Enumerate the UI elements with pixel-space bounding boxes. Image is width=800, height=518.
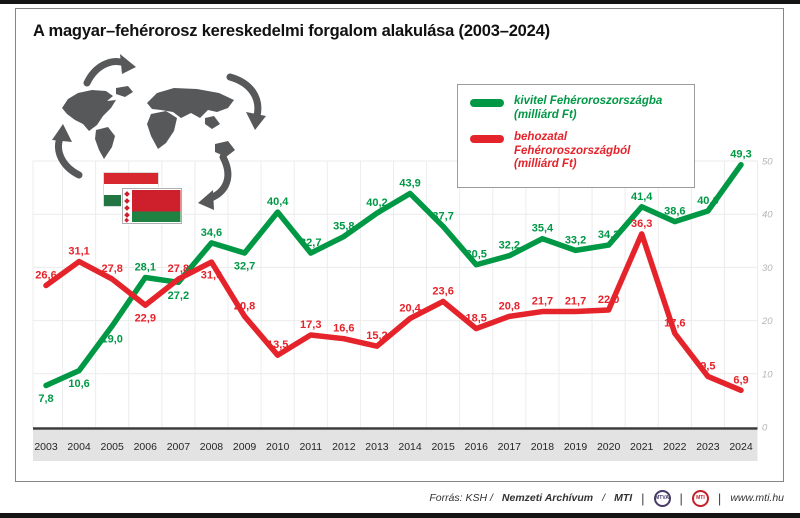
top-black-bar — [0, 0, 800, 4]
source-separator: / — [602, 492, 606, 504]
bottom-black-bar — [0, 513, 800, 518]
legend-item-import: behozatal Fehéroroszországból (milliárd … — [470, 131, 682, 172]
page-title: A magyar–fehérorosz kereskedelmi forgalo… — [33, 22, 550, 40]
website-url: www.mti.hu — [730, 492, 784, 504]
export-line-swatch — [470, 99, 504, 107]
legend-import-label: behozatal Fehéroroszországból — [514, 131, 631, 157]
chart-panel — [15, 8, 784, 482]
mti-logo: MTI — [691, 489, 709, 507]
legend-item-export: kivitel Fehéroroszországba (milliárd Ft) — [470, 95, 682, 122]
chart-legend: kivitel Fehéroroszországba (milliárd Ft)… — [457, 84, 695, 188]
legend-export-label: kivitel Fehéroroszországba — [514, 95, 663, 107]
import-line-swatch — [470, 135, 504, 144]
source-mti: MTI — [614, 492, 633, 504]
source-text: Forrás: KSH / — [429, 492, 493, 504]
legend-export-unit: (milliárd Ft) — [514, 108, 577, 121]
mtva-logo: MTVA — [653, 489, 671, 507]
legend-import-unit: (milliárd Ft) — [514, 158, 577, 171]
source-archive: Nemzeti Archívum — [501, 492, 594, 504]
footer: Forrás: KSH / Nemzeti Archívum / MTI | M… — [429, 489, 784, 507]
